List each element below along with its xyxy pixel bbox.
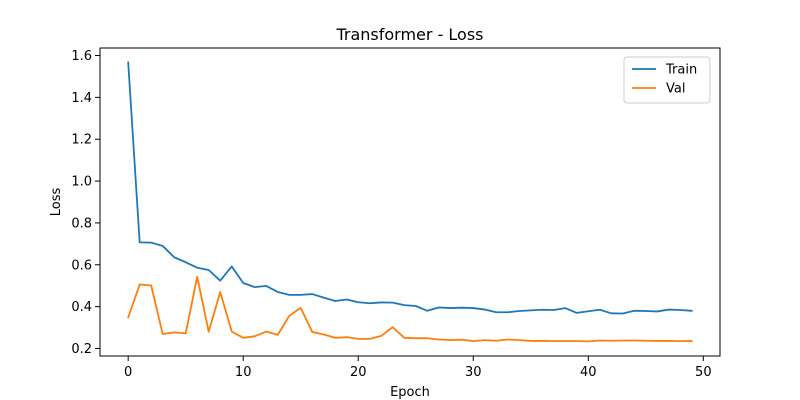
x-axis-label: Epoch	[390, 385, 430, 400]
x-axis-ticks: 0 10 20 30 40 50	[124, 356, 712, 380]
y-tick-label: 1.4	[71, 91, 92, 106]
x-tick-label: 0	[124, 365, 132, 380]
y-tick-label: 0.6	[71, 258, 92, 273]
y-tick-label: 0.2	[71, 342, 92, 357]
y-tick-label: 0.8	[71, 216, 92, 231]
plot-frame	[99, 47, 721, 357]
legend-label-train: Train	[665, 63, 697, 78]
series-line-train	[127, 61, 693, 315]
chart-title: Transformer - Loss	[335, 25, 483, 44]
legend-label-val: Val	[666, 82, 685, 97]
x-tick-label: 50	[695, 365, 712, 380]
y-axis-label: Loss	[49, 188, 64, 217]
x-tick-label: 20	[350, 365, 367, 380]
y-tick-label: 0.4	[71, 300, 92, 315]
legend: Train Val	[623, 56, 711, 104]
x-tick-label: 40	[580, 365, 597, 380]
y-axis-ticks: 0.2 0.4 0.6 0.8 1.0 1.2 1.4 1.6	[71, 49, 100, 357]
series-line-val	[127, 275, 693, 343]
x-tick-label: 30	[465, 365, 482, 380]
y-tick-label: 1.6	[71, 49, 92, 64]
y-tick-label: 1.0	[71, 175, 92, 190]
plot-area	[99, 47, 721, 357]
y-tick-label: 1.2	[71, 133, 92, 148]
x-tick-label: 10	[235, 365, 252, 380]
series-layer	[127, 61, 693, 343]
